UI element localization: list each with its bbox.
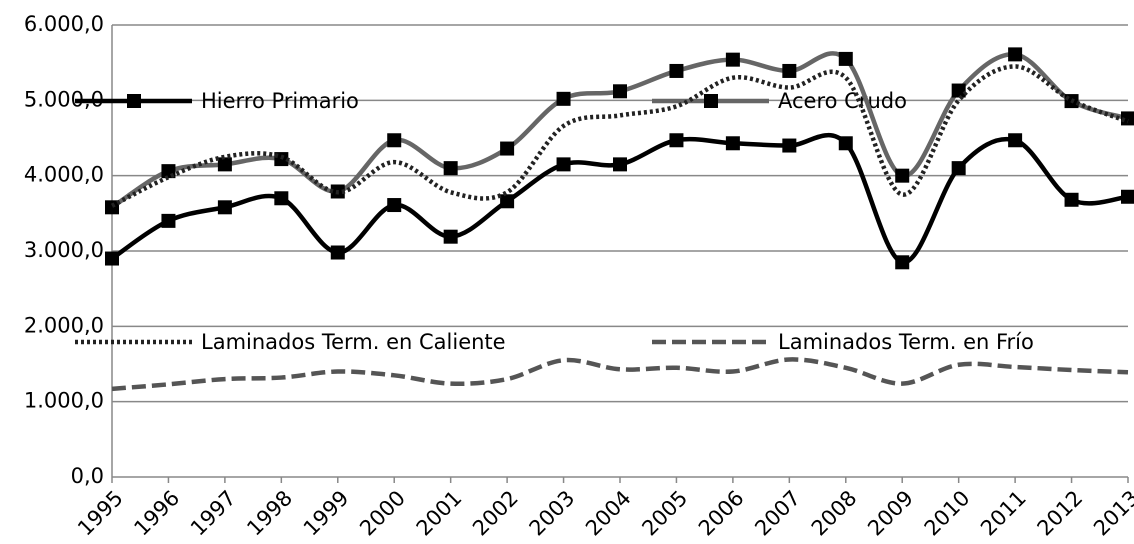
marker <box>725 136 740 151</box>
x-tick-label: 2001 <box>412 486 467 541</box>
x-tick-label: 1996 <box>129 486 184 541</box>
y-tick-label: 6.000,0 <box>24 12 104 36</box>
marker <box>274 191 289 206</box>
x-tick-label: 2010 <box>920 486 975 541</box>
x-tick-label: 2007 <box>750 486 805 541</box>
x-tick-label: 2002 <box>468 486 523 541</box>
y-tick-label: 3.000,0 <box>24 238 104 262</box>
marker <box>443 229 458 244</box>
marker <box>161 213 176 228</box>
marker <box>838 136 853 151</box>
marker <box>387 198 402 213</box>
marker <box>1008 47 1023 62</box>
legend-marker <box>127 94 141 108</box>
marker <box>613 84 627 99</box>
x-tick-label: 1997 <box>186 486 241 541</box>
marker <box>330 245 345 260</box>
marker <box>613 157 627 172</box>
marker <box>500 141 515 156</box>
marker <box>1121 189 1134 204</box>
y-tick-label: 4.000,0 <box>24 163 104 187</box>
x-tick-label: 1998 <box>242 486 297 541</box>
x-tick-label: 2006 <box>694 486 749 541</box>
x-tick-label: 1999 <box>299 486 354 541</box>
marker <box>1064 192 1079 207</box>
series-line <box>110 51 1129 210</box>
marker <box>387 133 402 148</box>
legend-marker <box>704 94 718 108</box>
x-tick-label: 2004 <box>581 486 636 541</box>
series-line <box>111 357 1129 392</box>
marker <box>105 251 119 266</box>
marker <box>556 91 571 106</box>
x-tick-label: 2009 <box>863 486 918 541</box>
marker <box>217 157 232 172</box>
x-tick-label: 2012 <box>1033 486 1088 541</box>
x-tick-label: 2005 <box>637 486 692 541</box>
legend-label: Hierro Primario <box>201 89 359 113</box>
y-tick-label: 0,0 <box>71 464 104 488</box>
marker <box>105 200 119 215</box>
marker <box>669 63 684 78</box>
y-tick-label: 2.000,0 <box>24 313 104 337</box>
x-tick-label: 2013 <box>1089 486 1134 541</box>
legend-label: Laminados Term. en Frío <box>778 330 1034 354</box>
x-tick-label: 2008 <box>807 486 862 541</box>
marker <box>782 138 797 153</box>
marker <box>725 52 740 67</box>
x-tick-label: 2011 <box>976 486 1031 541</box>
marker <box>895 168 910 183</box>
x-tick-label: 2003 <box>525 486 580 541</box>
marker <box>217 200 232 215</box>
marker <box>556 157 571 172</box>
marker <box>443 161 458 176</box>
y-tick-label: 1.000,0 <box>24 389 104 413</box>
legend-label: Laminados Term. en Caliente <box>201 330 506 354</box>
x-tick-label: 1995 <box>73 486 128 541</box>
marker <box>951 83 966 98</box>
series-line <box>110 64 1129 208</box>
marker <box>838 51 853 66</box>
marker <box>782 63 797 78</box>
marker <box>951 161 966 176</box>
x-tick-label: 2000 <box>355 486 410 541</box>
legend-label: Acero Crudo <box>778 89 907 113</box>
marker <box>1008 133 1023 148</box>
marker <box>895 255 910 270</box>
marker <box>669 133 684 148</box>
marker <box>500 194 515 209</box>
